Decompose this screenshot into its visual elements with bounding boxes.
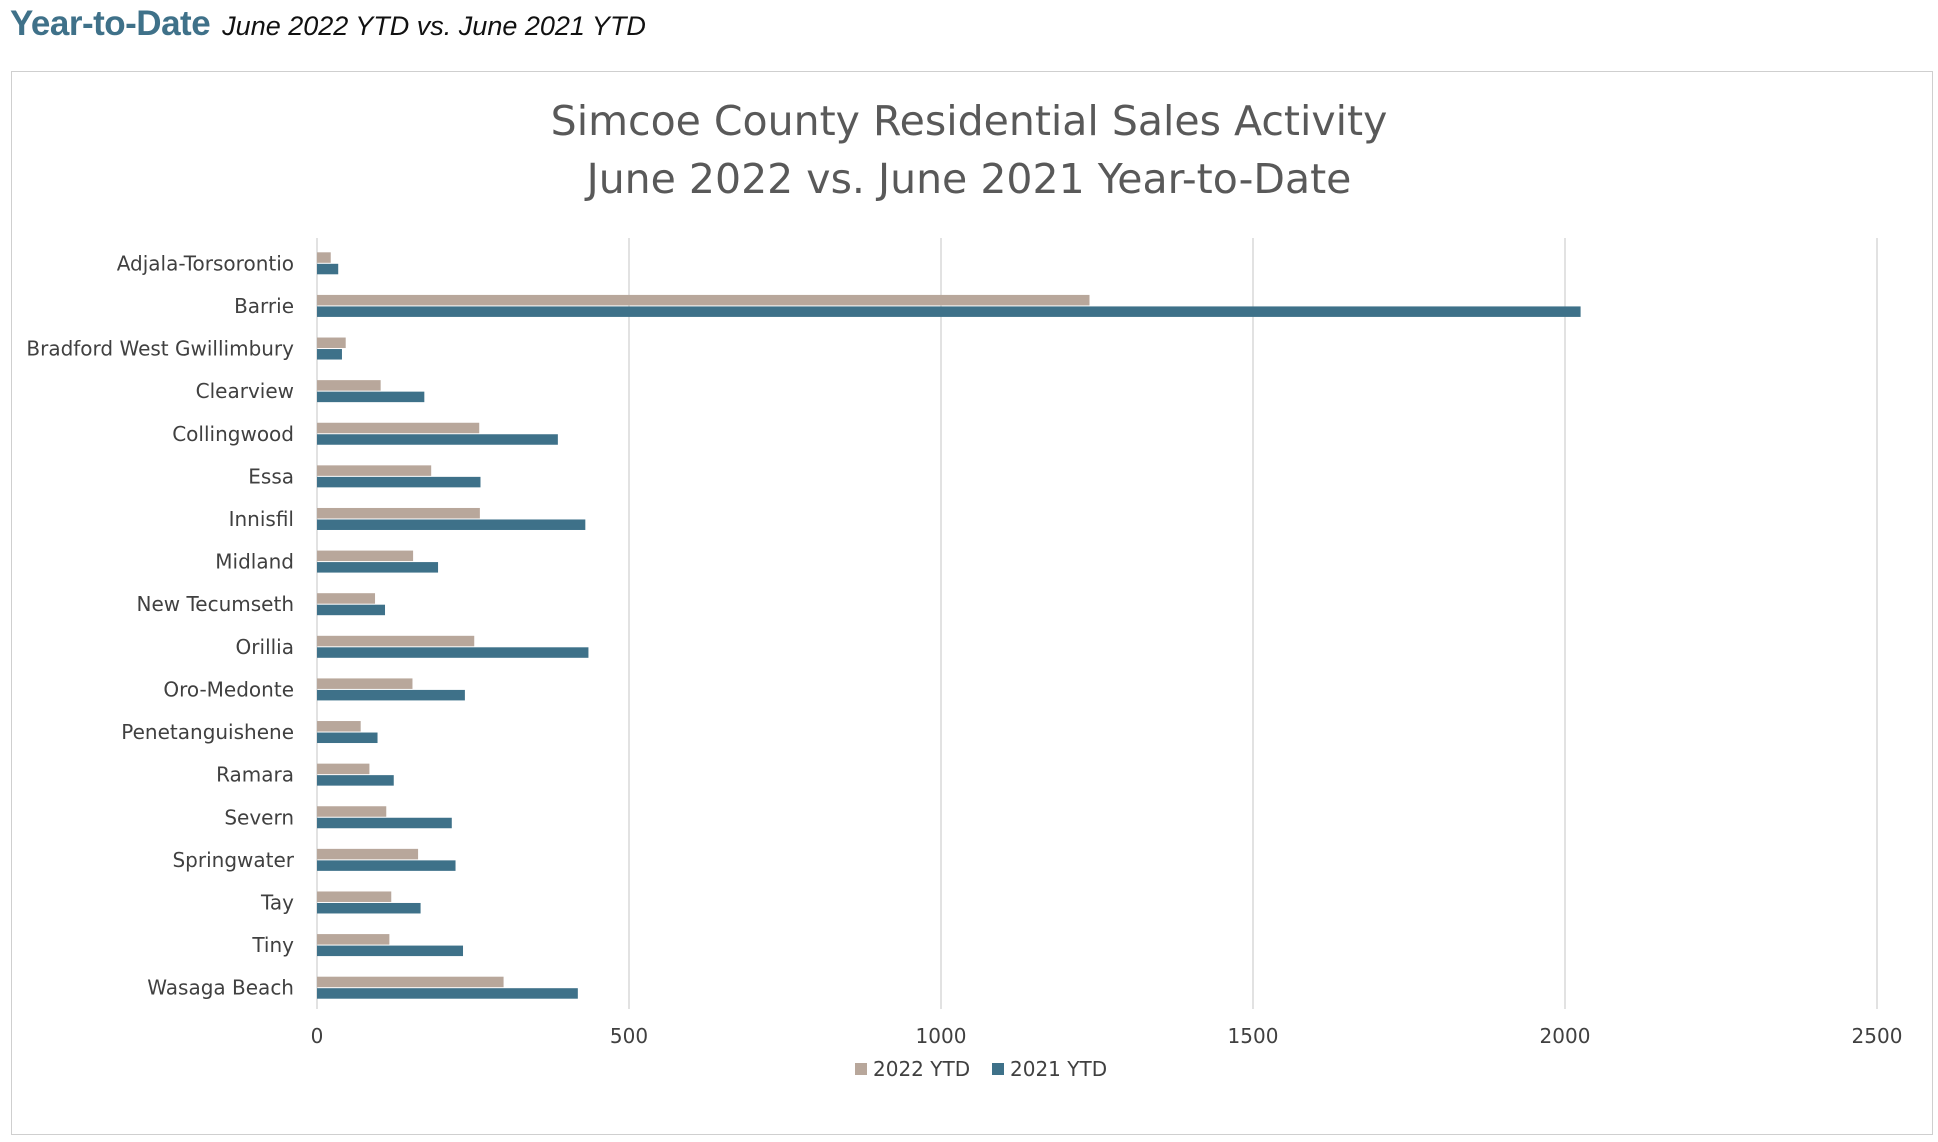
category-label: Tiny [251,933,294,957]
bar-2022 [317,465,432,476]
legend: 2022 YTD 2021 YTD [855,1057,1107,1081]
bar-2021 [317,391,425,403]
bar-2021 [317,817,452,829]
x-tick-label: 2000 [1540,1024,1591,1048]
bar-2021 [317,306,1581,317]
x-tick-label: 1500 [1228,1024,1279,1048]
bar-2021 [317,647,589,658]
bar-2021 [317,732,378,744]
category-label: Wasaga Beach [147,976,294,1000]
x-tick-label: 0 [311,1024,324,1048]
bar-2022 [317,891,392,902]
category-label: Adjala-Torsorontio [117,251,294,275]
bar-2021 [317,434,558,445]
legend-label: 2021 YTD [1010,1057,1107,1081]
bar-2022 [317,763,370,775]
category-label: Tay [260,890,294,914]
bar-2022 [317,422,480,434]
bar-2021 [317,775,394,786]
category-label: Collingwood [172,422,294,446]
bar-2022 [317,806,387,817]
bar-2021 [317,349,342,360]
bar-2021 [317,476,481,488]
bar-2022 [317,507,480,519]
category-label: Springwater [172,848,294,872]
bar-2021 [317,263,339,275]
chart-subtitle: June 2022 vs. June 2021 Year-to-Date [584,155,1352,203]
category-label: Severn [224,805,294,829]
x-tick-label: 500 [610,1024,648,1048]
x-tick-label: 1000 [916,1024,967,1048]
bar-2022 [317,848,419,860]
page-header: Year-to-Date June 2022 YTD vs. June 2021… [10,4,646,50]
category-label: Clearview [196,379,294,403]
category-label: Innisfil [229,507,294,531]
bar-2022 [317,635,475,647]
category-label: Barrie [234,294,294,318]
bar-2022 [317,976,504,988]
bar-2022 [317,721,361,732]
bar-2021 [317,562,439,573]
gridlines [316,238,1878,1009]
bar-2021 [317,988,578,999]
bar-2022 [317,550,414,562]
bar-2021 [317,689,465,701]
legend-swatch [855,1063,867,1075]
bar-2021 [317,604,386,616]
bar-2022 [317,593,376,604]
bars [317,252,1581,999]
legend-swatch [992,1063,1004,1075]
bar-chart: Simcoe County Residential Sales Activity… [26,97,1903,1081]
x-tick-label: 2500 [1852,1024,1903,1048]
bar-2022 [317,252,331,263]
bar-2021 [317,945,464,957]
page-subtitle: June 2022 YTD vs. June 2021 YTD [222,11,646,41]
bar-2022 [317,678,413,689]
bar-2022 [317,934,390,945]
category-label: New Tecumseth [137,592,295,616]
x-axis-tick-labels: 0 500 1000 1500 2000 2500 [311,1024,1903,1048]
category-label: Bradford West Gwillimbury [26,337,294,361]
bar-2021 [317,860,456,871]
page-title: Year-to-Date [10,4,211,43]
bar-2022 [317,294,1090,306]
category-labels: Adjala-Torsorontio Barrie Bradford West Gw… [26,251,294,999]
category-label: Midland [215,550,294,574]
category-label: Ramara [216,763,294,787]
bar-2022 [317,337,346,349]
bar-2021 [317,902,421,914]
bar-2022 [317,380,381,391]
chart-frame: Simcoe County Residential Sales Activity… [11,71,1933,1135]
chart-title: Simcoe County Residential Sales Activity [551,97,1388,145]
category-label: Essa [248,464,294,488]
bar-2021 [317,519,586,530]
category-label: Oro-Medonte [163,677,294,701]
category-label: Orillia [236,635,294,659]
legend-label: 2022 YTD [873,1057,970,1081]
category-label: Penetanguishene [121,720,294,744]
